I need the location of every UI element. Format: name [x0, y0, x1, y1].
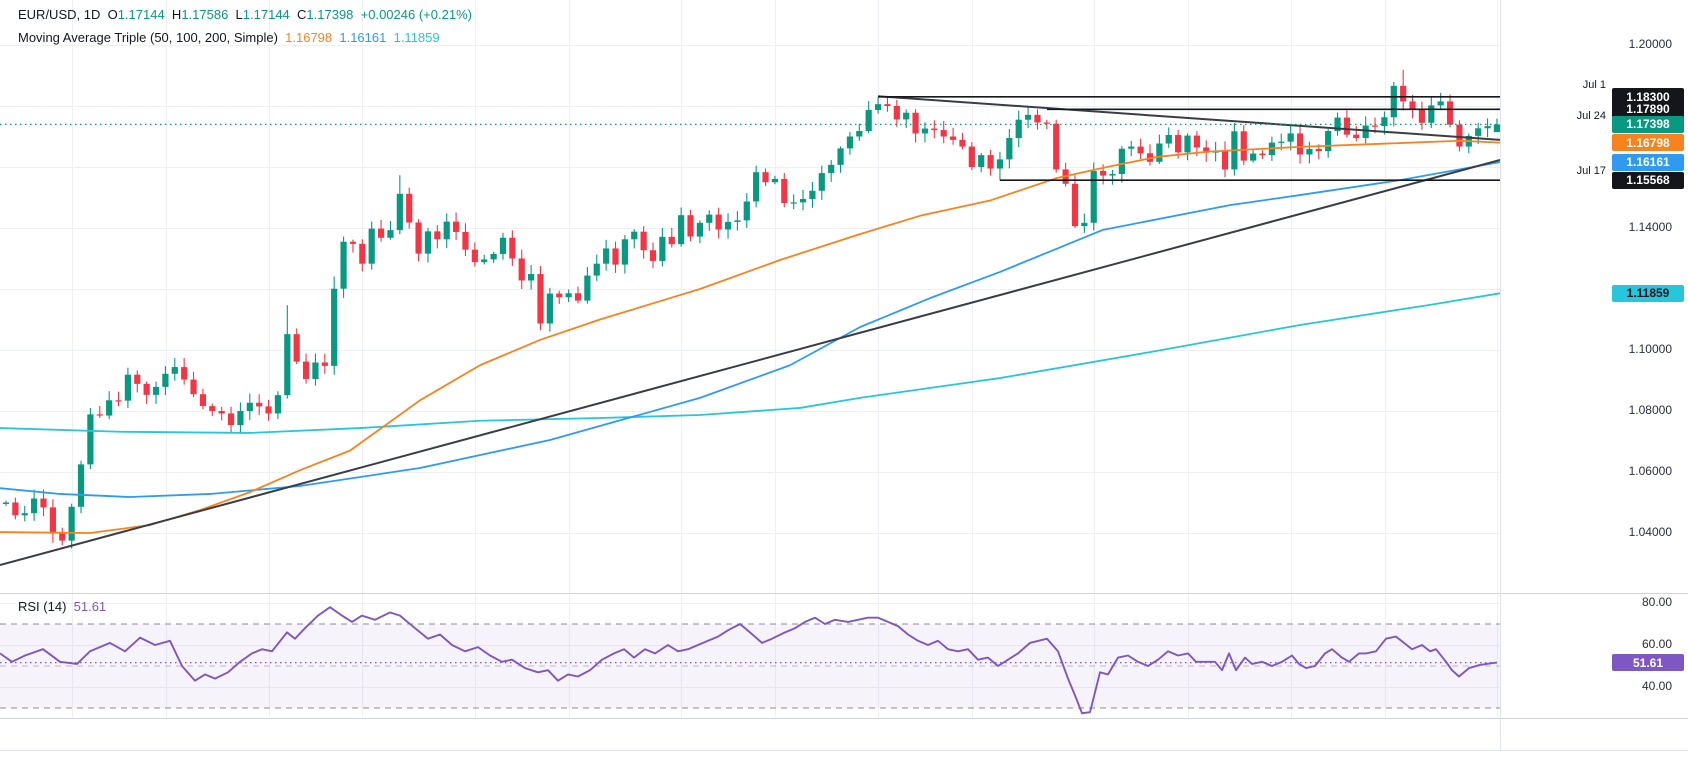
legend-segment: 1.17144 — [117, 7, 165, 22]
legend-segment: +0.00246 (+0.21%) — [353, 7, 472, 22]
legend-segment: Moving Average Triple (50, 100, 200, Sim… — [18, 30, 286, 45]
indicator-legend: Moving Average Triple (50, 100, 200, Sim… — [18, 30, 440, 45]
legend-segment: RSI (14) — [18, 599, 74, 614]
rsi-line — [0, 606, 1498, 715]
legend-segment: C — [289, 7, 307, 22]
price-tick-label: 1.20000 — [1628, 37, 1672, 51]
ma50-line — [0, 139, 1500, 534]
price-tick-label: 1.14000 — [1628, 220, 1672, 234]
level-date-label: Jul 1 — [1582, 79, 1606, 91]
legend-segment: O — [107, 7, 118, 22]
ma200-line — [0, 292, 1500, 434]
rsi-tick-label: 40.00 — [1641, 679, 1672, 693]
price-label-box: 51.61 — [1612, 654, 1684, 672]
time-scale[interactable]: Mar17Apr15May15Jun16Jul15Aug15Sep15Oct — [0, 718, 1688, 762]
price-tick-label: 1.08000 — [1628, 403, 1672, 417]
price-tick-label: 1.04000 — [1628, 525, 1672, 539]
legend-segment: 1.17144 — [242, 7, 290, 22]
descending-trendline[interactable] — [877, 95, 1500, 141]
price-label-box: 1.17398 — [1612, 115, 1684, 133]
price-tick-label: 1.10000 — [1628, 342, 1672, 356]
rsi-legend: RSI (14) 51.61 — [18, 599, 106, 614]
price-label-box: 1.17890 — [1612, 100, 1684, 118]
price-label-box: 1.11859 — [1612, 284, 1684, 302]
price-label-box: 1.16161 — [1612, 153, 1684, 171]
legend-segment: L — [228, 7, 243, 22]
legend-segment: EUR/USD, 1D — [18, 7, 108, 22]
legend-segment: 1.17398 — [306, 7, 354, 22]
price-tick-label: 1.06000 — [1628, 464, 1672, 478]
legend-segment: 1.11859 — [386, 30, 440, 45]
level-date-label: Jul 17 — [1576, 165, 1606, 177]
rsi-band — [0, 624, 1500, 708]
legend-segment: 1.16161 — [332, 30, 387, 45]
candles — [2, 69, 1500, 549]
ma100-line — [0, 161, 1500, 498]
level-date-label: Jul 24 — [1576, 110, 1606, 122]
rsi-tick-label: 80.00 — [1641, 595, 1672, 609]
price-label-box: 1.16798 — [1612, 134, 1684, 152]
ascending-trendline[interactable] — [0, 159, 1500, 566]
rsi-tick-label: 60.00 — [1641, 637, 1672, 651]
legend-segment: 51.61 — [73, 599, 107, 614]
legend-segment: 1.16798 — [285, 30, 333, 45]
legend-segment: 1.17586 — [181, 7, 229, 22]
symbol-legend: EUR/USD, 1D O1.17144 H1.17586 L1.17144 C… — [18, 7, 472, 22]
price-label-box: 1.15568 — [1612, 171, 1684, 189]
legend-segment: H — [164, 7, 182, 22]
